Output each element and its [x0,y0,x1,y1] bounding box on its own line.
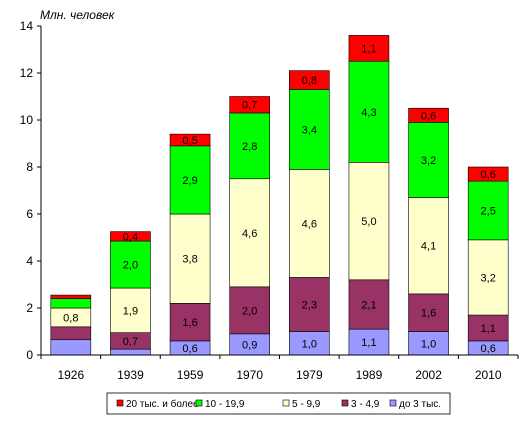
bars-group: 0,8 0,7 1,9 2,0 0,4 0,6 1,6 3,8 2,9 0,5 0,9 2,0 4,6 2… [50,35,509,356]
legend-label: 3 - 4,9 [351,399,380,410]
data-label: 3,4 [302,124,317,136]
legend-swatch [341,399,349,407]
x-tick-label: 1926 [57,368,84,382]
bar-segment [467,166,509,182]
data-label: 1,9 [123,305,138,317]
bar-segment [110,240,151,289]
bar-segment [408,197,449,295]
data-label: 2,0 [242,305,257,317]
data-label: 0,4 [123,231,138,243]
bar-segment [348,328,390,356]
data-label: 0,7 [123,336,138,348]
data-label: 0,8 [63,312,78,324]
data-label: 2,1 [361,299,376,311]
legend-swatch [195,399,203,407]
data-label: 1,1 [361,43,376,55]
bar-segment [467,180,509,241]
data-label: 0,8 [302,75,317,87]
y-tick-label: 4 [26,254,33,268]
data-label: 2,5 [481,205,496,217]
bar-segment [289,169,330,278]
legend-label: 10 - 19,9 [205,399,245,410]
bar-segment [229,112,270,180]
data-label: 1,6 [182,317,197,329]
data-label: 0,5 [182,135,197,147]
legend-swatch [116,399,124,407]
y-tick-label: 14 [20,19,34,33]
bar-segment [229,96,270,114]
bar-segment [408,107,449,123]
legend-swatch [282,399,290,407]
data-label: 1,0 [421,338,436,350]
data-label: 4,3 [361,107,376,119]
data-label: 3,8 [182,254,197,266]
y-tick-label: 6 [26,207,33,221]
bar-segment [110,231,151,242]
data-label: 2,3 [302,299,317,311]
legend-box [106,392,451,415]
legend-label: 20 тыс. и более [126,398,199,410]
data-label: 4,6 [242,228,257,240]
bar-segment [348,162,390,281]
data-label: 2,8 [242,141,257,153]
bar-segment [348,35,390,62]
bar-segment [229,286,270,335]
bar-segment [169,133,211,147]
data-label: 0,9 [242,339,257,351]
data-label: 4,1 [421,241,436,253]
data-label: 0,7 [242,100,257,112]
bar-segment [110,287,151,333]
data-label: 0,6 [182,343,197,355]
bar-segment [289,277,330,332]
legend-swatch [389,399,397,407]
bar-segment [110,348,151,356]
x-tick-label: 1970 [236,368,263,382]
bar-segment [348,60,390,163]
data-label: 5,0 [361,216,376,228]
legend-label: 5 - 9,9 [292,399,321,410]
bar-segment [50,298,92,309]
data-label: 1,1 [361,337,376,349]
y-tick-label: 12 [20,66,34,80]
y-tick-label: 8 [26,160,33,174]
data-label: 0,6 [421,110,436,122]
data-label: 1,1 [481,323,496,335]
data-label: 2,0 [123,260,138,272]
data-label: 1,0 [302,338,317,350]
bar-segment [289,89,330,170]
x-tick-label: 1959 [177,368,204,382]
y-axis-unit-label: Млн. человек [40,8,116,22]
data-label: 0,6 [481,343,496,355]
x-tick-label: 1939 [117,368,144,382]
bar-segment [50,339,92,356]
legend: 20 тыс. и более 10 - 19,9 5 - 9,9 3 - 4,9 до… [106,392,451,415]
x-tick-label: 2002 [415,368,442,382]
bar-segment [467,314,509,342]
x-tick-label: 1979 [296,368,323,382]
x-axis: 1926 1939 1959 1970 1979 1989 2002 2010 [40,354,519,382]
data-label: 1,6 [421,308,436,320]
bar-segment [408,122,449,198]
bar-segment [50,326,92,341]
data-label: 2,9 [182,175,197,187]
data-label: 3,2 [421,155,436,167]
data-label: 4,6 [302,218,317,230]
x-tick-label: 1989 [356,368,383,382]
data-label: 3,2 [481,272,496,284]
bar-segment [348,279,390,330]
bar-segment [169,302,211,342]
y-tick-label: 0 [26,348,33,362]
bar-segment [229,178,270,288]
x-tick-label: 2010 [475,368,502,382]
data-label: 0,6 [481,169,496,181]
bar-segment [467,239,509,316]
bar-segment [289,70,330,90]
y-tick-label: 10 [20,113,34,127]
legend-label: до 3 тыс. [399,399,441,410]
y-axis: 0 2 4 6 8 10 12 14 [20,19,42,362]
y-tick-label: 2 [26,301,33,315]
bar-segment [50,294,92,299]
